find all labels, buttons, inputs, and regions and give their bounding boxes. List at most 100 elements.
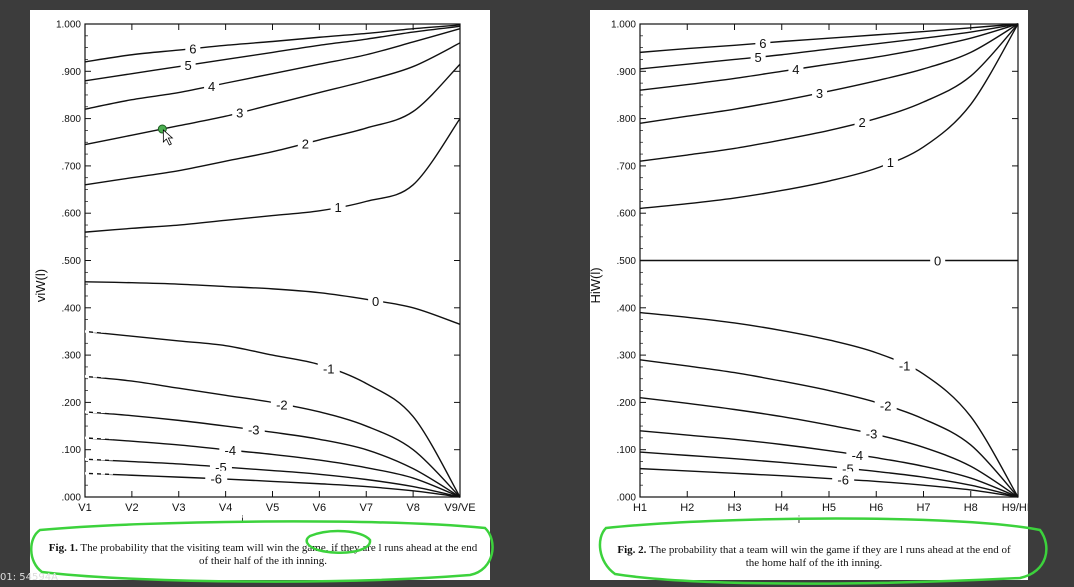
y-tick-label: .900 bbox=[617, 67, 637, 78]
chart-fig-2: .000 .100 .200 .300 .400 .500 .600 .700 .800 .900… bbox=[588, 20, 1034, 527]
series-label-bg bbox=[219, 442, 242, 458]
series-label: -2 bbox=[880, 399, 892, 414]
x-tick-label: H8 bbox=[964, 502, 978, 514]
series-label-bg bbox=[317, 360, 340, 376]
x-tick-label: V4 bbox=[219, 502, 232, 514]
series-label-bg bbox=[232, 104, 248, 120]
y-tick-label: .700 bbox=[617, 161, 637, 172]
series-line bbox=[84, 28, 461, 110]
series-label-bg bbox=[368, 292, 384, 308]
series-label: -6 bbox=[837, 472, 849, 487]
series-label-bg bbox=[209, 458, 232, 474]
y-tick-label: .400 bbox=[62, 303, 82, 314]
series-label: -3 bbox=[248, 423, 260, 438]
series-label: -5 bbox=[215, 460, 227, 475]
series-label-bg bbox=[832, 471, 855, 487]
series-label-bg bbox=[297, 135, 313, 151]
figure-2-panel: .000 .100 .200 .300 .400 .500 .600 .700 .800 .900… bbox=[588, 10, 1034, 580]
series-line bbox=[84, 375, 461, 498]
figure-1-panel: .000 .100 .200 .300 .400 .500 .600 .700 .800 .900… bbox=[30, 10, 490, 580]
corner-text: 01: 54594A bbox=[0, 572, 58, 583]
series-label: -1 bbox=[899, 359, 911, 374]
series-line bbox=[639, 23, 1019, 91]
series-label-bg bbox=[242, 421, 265, 437]
caption-fig-1-label: Fig. 1. bbox=[48, 542, 78, 554]
series-label-bg bbox=[750, 49, 766, 65]
plot-frame bbox=[84, 23, 461, 498]
series-label-bg bbox=[930, 252, 946, 268]
series-label: 2 bbox=[858, 115, 865, 130]
y-tick-label: 1.000 bbox=[56, 20, 81, 31]
x-tick-label: V9/VE bbox=[444, 502, 475, 514]
series-line bbox=[639, 396, 1019, 498]
series-line bbox=[639, 23, 1019, 210]
series-label: 0 bbox=[934, 254, 941, 269]
x-tick-label: V3 bbox=[172, 502, 185, 514]
x-tick-label: H5 bbox=[822, 502, 836, 514]
x-tick-label: H7 bbox=[916, 502, 930, 514]
x-tick-label: V2 bbox=[125, 502, 138, 514]
series-label: 4 bbox=[792, 62, 799, 77]
series-line bbox=[84, 24, 461, 63]
series-line bbox=[84, 42, 461, 146]
caption-fig-2-text: The probability that a team will win the… bbox=[648, 544, 1011, 569]
series-line bbox=[84, 63, 461, 186]
series-label-bg bbox=[874, 397, 897, 413]
series-label-bg bbox=[270, 396, 293, 412]
y-tick-label: .600 bbox=[617, 209, 637, 220]
series-label: -4 bbox=[225, 443, 237, 458]
series-line bbox=[639, 23, 1019, 54]
series-line bbox=[639, 311, 1019, 498]
x-tick-label: H6 bbox=[869, 502, 883, 514]
y-tick-label: .000 bbox=[62, 493, 82, 504]
y-tick-label: .100 bbox=[62, 445, 82, 456]
series-label: 4 bbox=[208, 79, 215, 94]
series-label-bg bbox=[860, 425, 883, 441]
series-line bbox=[84, 411, 461, 498]
caption-fig-2: Fig. 2. The probability that a team will… bbox=[614, 544, 1014, 570]
series-label: -1 bbox=[323, 361, 335, 376]
caption-fig-2-label: Fig. 2. bbox=[617, 544, 647, 556]
series-label-bg bbox=[893, 357, 916, 373]
series-label-bg bbox=[882, 153, 898, 169]
series-label: 1 bbox=[887, 155, 894, 170]
y-tick-label: .800 bbox=[62, 114, 82, 125]
y-tick-label: .400 bbox=[617, 303, 637, 314]
series-line bbox=[84, 458, 461, 498]
y-tick-label: .600 bbox=[62, 209, 82, 220]
series-line bbox=[84, 330, 461, 498]
y-tick-label: .300 bbox=[617, 351, 637, 362]
series-label-bg bbox=[204, 77, 220, 93]
series-label: 1 bbox=[335, 200, 342, 215]
series-line bbox=[639, 23, 1019, 162]
x-tick-label: H1 bbox=[633, 502, 647, 514]
x-tick-label: H2 bbox=[680, 502, 694, 514]
series-label-bg bbox=[854, 114, 870, 130]
series-label-bg bbox=[180, 57, 196, 73]
series-line bbox=[639, 467, 1019, 498]
series-label: 5 bbox=[755, 50, 762, 65]
series-line bbox=[84, 472, 461, 498]
y-tick-label: 1.000 bbox=[611, 20, 636, 31]
series-label: 3 bbox=[816, 86, 823, 101]
series-label: 5 bbox=[185, 58, 192, 73]
x-tick-label: H3 bbox=[727, 502, 741, 514]
y-tick-label: .700 bbox=[62, 161, 82, 172]
series-line bbox=[639, 23, 1019, 125]
y-axis-label: viW(l) bbox=[33, 269, 48, 302]
series-line bbox=[639, 359, 1019, 498]
y-tick-label: .000 bbox=[617, 493, 637, 504]
series-line bbox=[84, 25, 461, 82]
series-label: -3 bbox=[866, 427, 878, 442]
y-tick-label: .900 bbox=[62, 67, 82, 78]
x-axis-label: i bbox=[241, 515, 243, 526]
series-label: -6 bbox=[210, 472, 222, 487]
series-label: -2 bbox=[276, 397, 288, 412]
series-label-bg bbox=[205, 470, 228, 486]
x-tick-label: H4 bbox=[775, 502, 789, 514]
series-line bbox=[639, 430, 1019, 498]
x-tick-label: H9/HE bbox=[1002, 502, 1028, 514]
series-label: 6 bbox=[759, 36, 766, 51]
series-line bbox=[84, 281, 461, 326]
y-tick-label: .200 bbox=[62, 398, 82, 409]
